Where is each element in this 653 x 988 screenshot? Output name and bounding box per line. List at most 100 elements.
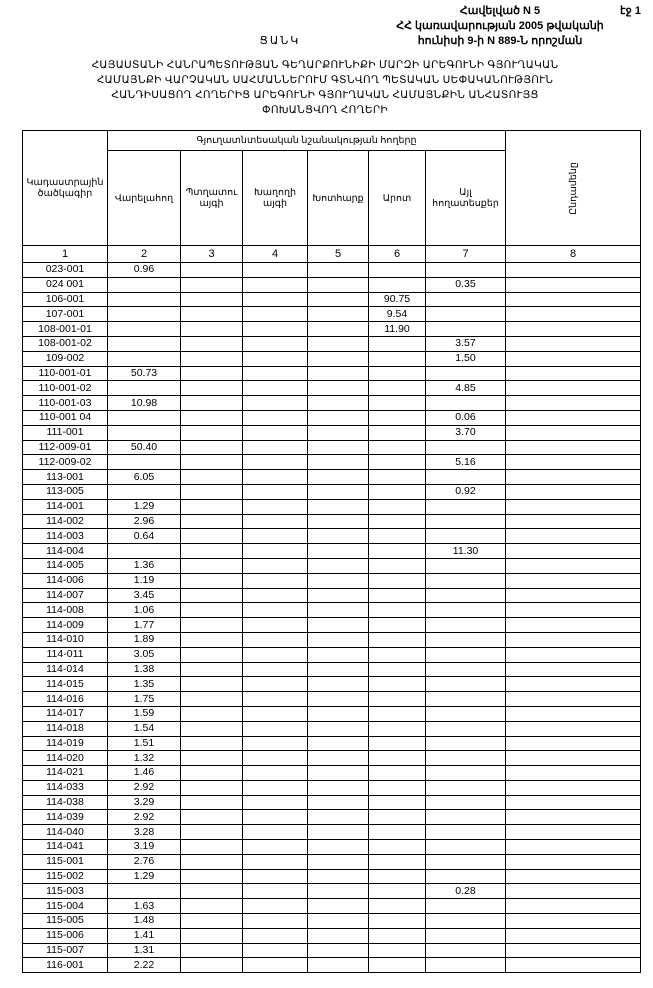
area-cell bbox=[368, 853, 426, 870]
area-cell bbox=[505, 676, 642, 693]
area-cell bbox=[107, 276, 181, 293]
area-cell bbox=[505, 439, 642, 456]
table-row: 115-007 1.31 bbox=[22, 942, 642, 959]
area-cell bbox=[307, 365, 369, 382]
area-cell: 1.19 bbox=[107, 572, 181, 589]
area-cell bbox=[368, 735, 426, 752]
area-cell: 50.73 bbox=[107, 365, 181, 382]
area-cell: 9.54 bbox=[368, 306, 426, 323]
area-cell bbox=[368, 409, 426, 426]
area-cell: 11.90 bbox=[368, 321, 426, 337]
table-row: 109-002 1.50 bbox=[22, 350, 642, 367]
area-cell bbox=[368, 617, 426, 633]
table-row: 115-001 2.76 bbox=[22, 853, 642, 870]
area-cell bbox=[242, 913, 308, 929]
table-row: 114-010 1.89 bbox=[22, 631, 642, 648]
column-number: 6 bbox=[368, 245, 426, 263]
area-cell bbox=[180, 661, 243, 678]
area-cell bbox=[307, 691, 369, 707]
area-cell bbox=[307, 868, 369, 885]
area-cell bbox=[307, 483, 369, 500]
area-cell bbox=[180, 469, 243, 485]
area-cell bbox=[107, 380, 181, 397]
area-cell bbox=[180, 513, 243, 530]
area-cell bbox=[505, 276, 642, 293]
header-other-land: Այլ հողատեսքեր bbox=[424, 150, 507, 246]
area-cell: 0.96 bbox=[107, 262, 181, 278]
table-row: 110-001-01 50.73 bbox=[22, 365, 642, 382]
table-row: 114-003 0.64 bbox=[22, 528, 642, 545]
area-cell bbox=[242, 365, 308, 382]
area-cell bbox=[368, 883, 426, 900]
cadastral-code-cell: 115-007 bbox=[22, 942, 108, 959]
area-cell bbox=[107, 321, 181, 337]
table-row: 114-041 3.19 bbox=[22, 839, 642, 855]
area-cell: 3.45 bbox=[107, 587, 181, 604]
area-cell bbox=[424, 898, 507, 915]
area-cell: 1.46 bbox=[107, 765, 181, 781]
area-cell bbox=[424, 587, 507, 604]
area-cell: 1.06 bbox=[107, 602, 181, 619]
header-agricultural-land: Գյուղատնտեսական նշանակության հողերը bbox=[106, 130, 507, 151]
area-cell bbox=[307, 262, 369, 278]
cadastral-code-cell: 114-038 bbox=[22, 794, 108, 811]
area-cell: 1.77 bbox=[107, 617, 181, 633]
annex-line: Հավելված N 5 bbox=[459, 5, 541, 17]
area-cell bbox=[505, 380, 642, 397]
area-cell bbox=[307, 276, 369, 293]
area-cell bbox=[424, 868, 507, 885]
area-cell bbox=[307, 720, 369, 737]
area-cell bbox=[242, 409, 308, 426]
area-cell bbox=[242, 439, 308, 456]
table-row: 114-038 3.29 bbox=[22, 794, 642, 811]
area-cell bbox=[307, 587, 369, 604]
cadastral-code-cell: 114-020 bbox=[22, 750, 108, 767]
table-row: 108-001-02 3.57 bbox=[22, 335, 642, 352]
area-cell bbox=[368, 779, 426, 796]
area-cell bbox=[242, 602, 308, 619]
table-row: 023-001 0.96 bbox=[22, 262, 642, 278]
area-cell bbox=[424, 646, 507, 663]
area-cell bbox=[424, 779, 507, 796]
cadastral-code-cell: 114-014 bbox=[22, 661, 108, 678]
table-row: 114-039 2.92 bbox=[22, 809, 642, 826]
table-row: 111-001 3.70 bbox=[22, 424, 642, 441]
area-cell bbox=[307, 676, 369, 693]
area-cell: 3.05 bbox=[107, 646, 181, 663]
table-row: 114-006 1.19 bbox=[22, 572, 642, 589]
area-cell bbox=[307, 424, 369, 441]
cadastral-code-cell: 113-001 bbox=[22, 469, 108, 485]
area-cell bbox=[368, 927, 426, 944]
area-cell bbox=[424, 557, 507, 574]
cadastral-code-cell: 114-010 bbox=[22, 631, 108, 648]
table-row: 114-005 1.36 bbox=[22, 557, 642, 574]
cadastral-code-cell: 114-040 bbox=[22, 824, 108, 841]
area-cell bbox=[307, 335, 369, 352]
area-cell bbox=[307, 661, 369, 678]
area-cell: 4.85 bbox=[424, 380, 507, 397]
cadastral-code-cell: 115-003 bbox=[22, 883, 108, 900]
area-cell bbox=[242, 350, 308, 367]
area-cell bbox=[505, 528, 642, 545]
area-cell bbox=[424, 913, 507, 929]
table-row: 114-033 2.92 bbox=[22, 779, 642, 796]
area-cell bbox=[242, 927, 308, 944]
area-cell bbox=[180, 853, 243, 870]
area-cell: 0.35 bbox=[424, 276, 507, 293]
area-cell bbox=[107, 306, 181, 323]
area-cell bbox=[424, 691, 507, 707]
area-cell bbox=[368, 809, 426, 826]
table-row: 115-005 1.48 bbox=[22, 913, 642, 929]
area-cell bbox=[180, 439, 243, 456]
area-cell: 10.98 bbox=[107, 395, 181, 411]
area-cell bbox=[505, 557, 642, 574]
area-cell bbox=[505, 735, 642, 752]
cadastral-code-cell: 114-039 bbox=[22, 809, 108, 826]
area-cell bbox=[242, 676, 308, 693]
area-cell bbox=[307, 291, 369, 308]
area-cell bbox=[368, 483, 426, 500]
area-cell bbox=[368, 276, 426, 293]
area-cell: 5.16 bbox=[424, 454, 507, 471]
area-cell bbox=[307, 409, 369, 426]
area-cell bbox=[505, 306, 642, 323]
